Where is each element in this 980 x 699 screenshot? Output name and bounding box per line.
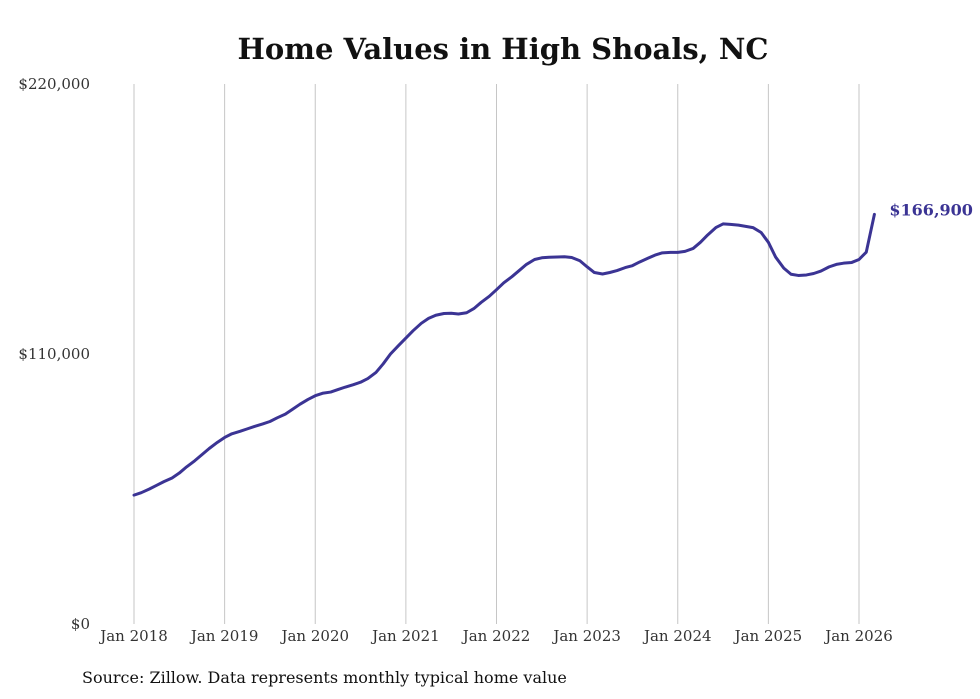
source-note: Source: Zillow. Data represents monthly … xyxy=(82,668,567,687)
x-axis: Jan 2018 Jan 2019 Jan 2020 Jan 2021 Jan 2022… xyxy=(98,627,893,645)
chart-title: Home Values in High Shoals, NC xyxy=(238,32,769,66)
x-tick-label: Jan 2018 xyxy=(98,627,168,645)
x-tick-label: Jan 2021 xyxy=(370,627,440,645)
plot-area: $166,900 xyxy=(132,200,973,497)
x-tick-label: Jan 2020 xyxy=(279,627,349,645)
x-tick-label: Jan 2024 xyxy=(642,627,712,645)
x-tick-label: Jan 2019 xyxy=(189,627,259,645)
series-line xyxy=(132,212,876,497)
y-tick-label: $220,000 xyxy=(18,75,90,93)
y-tick-label: $0 xyxy=(71,615,90,633)
x-tick-label: Jan 2026 xyxy=(823,627,893,645)
x-tick-label: Jan 2025 xyxy=(733,627,803,645)
x-tick-label: Jan 2023 xyxy=(551,627,621,645)
grid-lines xyxy=(133,84,860,624)
end-value-label: $166,900 xyxy=(889,200,973,219)
y-tick-label: $110,000 xyxy=(18,345,90,363)
y-axis: $0 $110,000 $220,000 xyxy=(18,75,90,633)
x-tick-label: Jan 2022 xyxy=(461,627,531,645)
